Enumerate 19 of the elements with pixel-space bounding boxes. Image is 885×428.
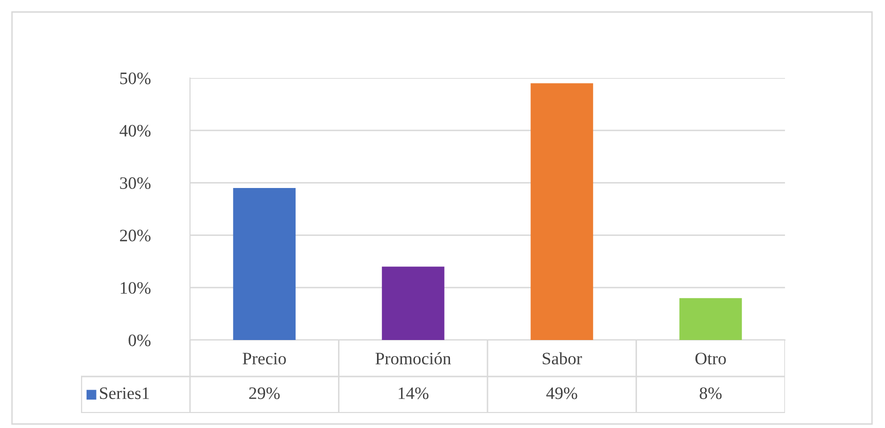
x-tick-label: Promoción bbox=[376, 352, 451, 364]
data-label: 29% bbox=[249, 387, 280, 400]
bar bbox=[382, 266, 444, 340]
data-label: 8% bbox=[700, 387, 722, 400]
y-tick-label: 20% bbox=[120, 230, 151, 242]
data-label: 14% bbox=[398, 387, 428, 400]
data-label: 49% bbox=[546, 387, 578, 400]
x-tick-label: Sabor bbox=[542, 352, 582, 364]
legend-label: Series1 bbox=[100, 387, 149, 400]
y-tick-label: 40% bbox=[120, 124, 151, 137]
y-tick-label: 10% bbox=[120, 282, 151, 294]
y-tick-label: 30% bbox=[120, 177, 151, 190]
bar bbox=[530, 83, 594, 340]
bar bbox=[233, 188, 296, 340]
x-tick-label: Precio bbox=[242, 352, 286, 364]
y-tick-label: 0% bbox=[128, 334, 151, 346]
y-tick-label: 50% bbox=[120, 72, 151, 84]
bar bbox=[679, 298, 742, 340]
x-tick-label: Otro bbox=[695, 352, 726, 364]
